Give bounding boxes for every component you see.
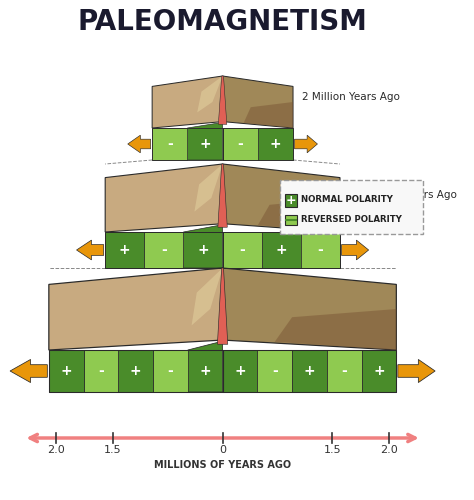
Polygon shape [262, 232, 301, 268]
Text: -: - [239, 243, 245, 257]
Bar [223, 128, 293, 160]
Bar [152, 128, 223, 160]
Text: -: - [167, 137, 173, 151]
Text: -: - [161, 243, 167, 257]
Text: 2.0: 2.0 [47, 445, 65, 455]
Text: 0: 0 [219, 445, 226, 455]
Polygon shape [219, 76, 227, 124]
Polygon shape [105, 232, 144, 268]
Text: 2 Million Years Ago: 2 Million Years Ago [302, 92, 401, 102]
Text: -: - [318, 243, 323, 257]
Polygon shape [327, 350, 362, 392]
Polygon shape [292, 350, 327, 392]
Polygon shape [49, 268, 223, 350]
Text: +: + [130, 364, 142, 378]
Polygon shape [223, 164, 340, 232]
Polygon shape [257, 350, 292, 392]
Polygon shape [223, 128, 258, 160]
Text: +: + [197, 243, 209, 257]
Polygon shape [76, 240, 104, 260]
Text: +: + [286, 194, 296, 206]
Polygon shape [187, 122, 223, 160]
Polygon shape [10, 360, 47, 382]
Text: 2.0: 2.0 [380, 445, 398, 455]
Polygon shape [191, 268, 223, 326]
Polygon shape [183, 224, 223, 268]
Polygon shape [301, 232, 340, 268]
Bar [223, 232, 340, 268]
Text: -: - [237, 137, 243, 151]
Polygon shape [362, 350, 396, 392]
Bar [49, 350, 223, 392]
Polygon shape [341, 240, 369, 260]
Polygon shape [258, 198, 340, 232]
Bar [223, 350, 396, 392]
FancyBboxPatch shape [280, 180, 423, 234]
Polygon shape [188, 341, 223, 392]
Text: -: - [341, 364, 347, 378]
Text: +: + [60, 364, 72, 378]
Polygon shape [223, 76, 293, 128]
Text: +: + [119, 243, 130, 257]
Polygon shape [244, 102, 293, 128]
Polygon shape [83, 350, 118, 392]
Polygon shape [152, 128, 187, 160]
Text: +: + [270, 137, 281, 151]
Text: MILLIONS OF YEARS AGO: MILLIONS OF YEARS AGO [154, 460, 291, 470]
Polygon shape [144, 232, 183, 268]
Text: 1.5: 1.5 [324, 445, 341, 455]
Text: Today: Today [237, 276, 267, 285]
Text: -: - [272, 364, 278, 378]
Polygon shape [223, 268, 396, 350]
Text: PALEOMAGNETISM: PALEOMAGNETISM [78, 8, 367, 36]
Text: +: + [275, 243, 287, 257]
Text: +: + [199, 137, 211, 151]
Polygon shape [49, 350, 83, 392]
Polygon shape [218, 268, 228, 344]
Text: 1.5: 1.5 [104, 445, 121, 455]
Text: +: + [200, 364, 211, 378]
Polygon shape [275, 309, 396, 350]
Polygon shape [152, 76, 223, 128]
Text: -: - [98, 364, 104, 378]
Polygon shape [398, 360, 435, 382]
Polygon shape [294, 135, 318, 153]
Text: +: + [234, 364, 246, 378]
Polygon shape [128, 135, 151, 153]
Text: 1.5 Million Years Ago: 1.5 Million Years Ago [349, 190, 457, 200]
Polygon shape [105, 164, 223, 232]
Text: REVERSED POLARITY: REVERSED POLARITY [301, 216, 402, 224]
Text: -: - [168, 364, 173, 378]
Text: NORMAL POLARITY: NORMAL POLARITY [301, 196, 393, 204]
Bar [285, 215, 297, 225]
Bar [285, 194, 297, 206]
Polygon shape [153, 350, 188, 392]
Polygon shape [194, 164, 223, 212]
Polygon shape [258, 128, 293, 160]
Text: +: + [304, 364, 315, 378]
Polygon shape [223, 232, 262, 268]
Polygon shape [223, 350, 257, 392]
Bar [105, 232, 223, 268]
Polygon shape [218, 164, 228, 227]
Polygon shape [197, 76, 223, 112]
Polygon shape [118, 350, 153, 392]
Text: +: + [373, 364, 385, 378]
